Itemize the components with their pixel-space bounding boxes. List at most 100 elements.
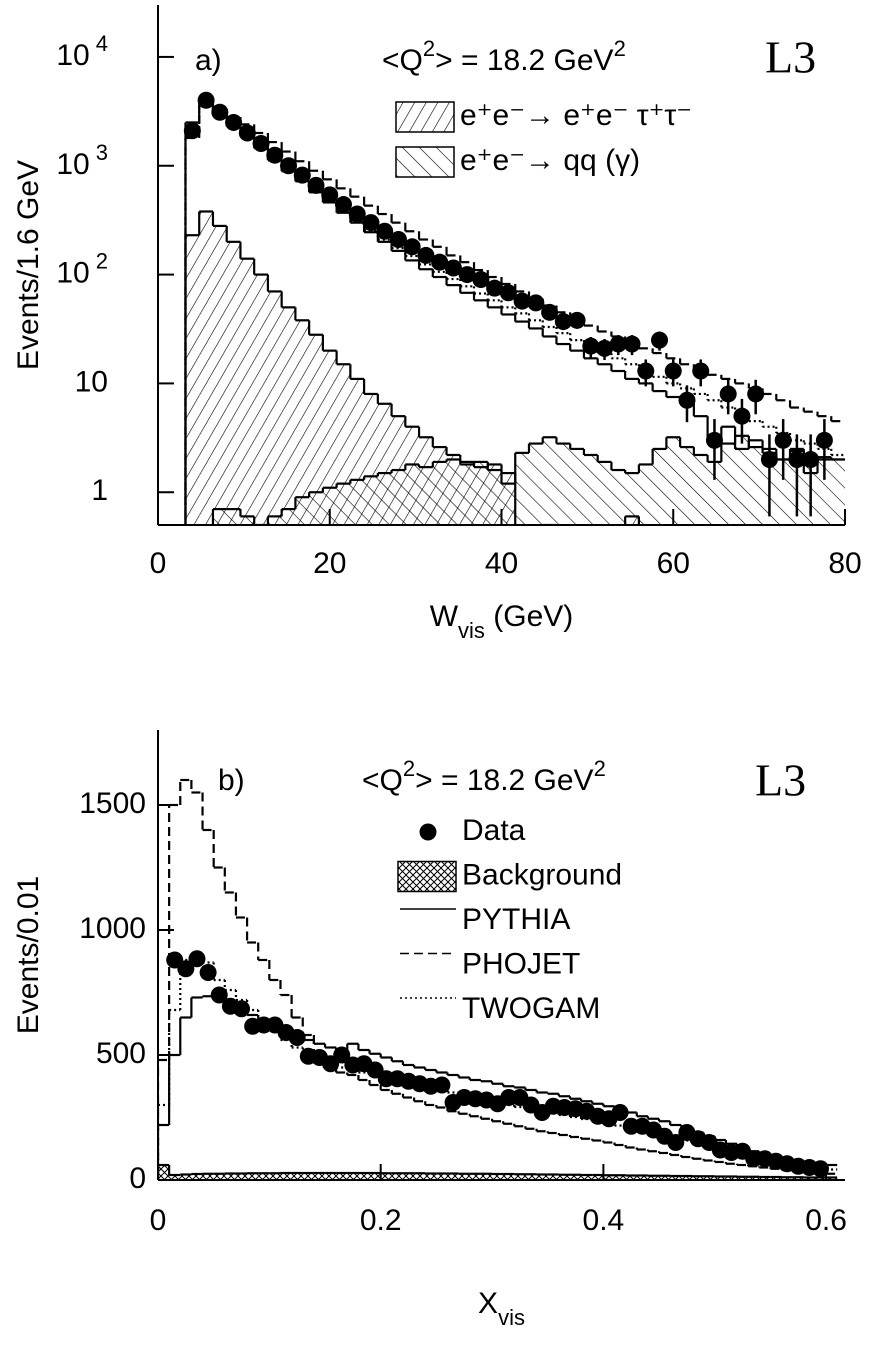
hatched-bin [419, 467, 433, 525]
hatched-bin [313, 1173, 326, 1180]
hatched-bin [267, 291, 282, 525]
annotation-text: > = 18.2 GeV [415, 764, 593, 797]
annotation-text: <Q [362, 764, 403, 797]
legend-label: Background [462, 858, 622, 891]
data-point [582, 337, 600, 355]
y-axis-label: Events/0.01 [12, 876, 45, 1034]
hatched-bin [480, 1173, 493, 1180]
data-point [513, 292, 531, 310]
hatched-bin [447, 1173, 459, 1180]
y-tick-label: 1 [91, 474, 108, 507]
label-subscript: vis [458, 618, 485, 643]
hatched-bin [681, 1176, 693, 1180]
superscript: 2 [614, 36, 626, 61]
histogram [211, 434, 845, 525]
hatched-bin [638, 464, 653, 525]
hatched-bin [226, 509, 241, 525]
legend-entry: e⁺e⁻→ e⁺e⁻ τ⁺τ⁻ [395, 99, 692, 133]
hatched-bin [647, 1175, 660, 1180]
hatched-bin [212, 509, 227, 525]
y-tick-label: 10 4 [56, 31, 108, 72]
label-main: W [430, 600, 459, 633]
hatched-bin [405, 464, 420, 525]
legend-entry: TWOGAM [400, 992, 600, 1025]
hatched-bin [212, 225, 227, 525]
legend-swatch [397, 860, 457, 893]
hatched-bin [581, 1175, 593, 1180]
data-point [199, 964, 217, 981]
data-point [812, 1160, 830, 1178]
y-tick-label: 0 [129, 1162, 146, 1195]
data-point [568, 311, 586, 329]
hatched-bin [781, 1177, 793, 1180]
annotation-text: <Q [382, 44, 423, 77]
hatched-bin [235, 1173, 248, 1180]
legend-swatch [395, 101, 455, 133]
hatched-bin [597, 461, 612, 525]
data-point [252, 135, 270, 153]
hatched-bin [469, 1173, 481, 1180]
data-point [362, 214, 380, 232]
hatched-bin [680, 447, 694, 525]
data-point [678, 391, 696, 409]
data-point [210, 986, 228, 1004]
data-point [651, 331, 669, 349]
legend-label: e⁺e⁻→ e⁺e⁻ τ⁺τ⁻ [460, 99, 692, 132]
tick-exponent: 2 [96, 248, 108, 273]
hatched-bin [281, 509, 296, 525]
legend-marker [419, 823, 437, 841]
data-point [486, 279, 504, 297]
data-point [664, 362, 682, 380]
legend-entry: Background [397, 858, 622, 893]
data-point [733, 407, 751, 425]
data-point [183, 122, 201, 140]
hatched-bin [425, 1173, 437, 1180]
hatched-bin [224, 1173, 236, 1180]
hatched-bin [458, 1173, 470, 1180]
hatched-bin [692, 1176, 704, 1180]
data-point [472, 271, 490, 289]
hatched-bin [369, 1173, 381, 1180]
hatched-bin [792, 1177, 804, 1180]
data-point [623, 335, 641, 353]
tick-base: 10 [56, 257, 89, 290]
hatched-bin [735, 435, 749, 525]
hatched-bin [770, 1177, 782, 1180]
hatched-bin [347, 1173, 359, 1180]
x-tick-label: 0.6 [805, 1204, 847, 1237]
x-tick-label: 40 [485, 547, 518, 580]
hatched-bin [226, 241, 241, 525]
hatched-bin [350, 479, 365, 525]
hatched-bin [503, 1174, 515, 1180]
data-point [280, 157, 298, 175]
data-point [211, 103, 229, 121]
label-main: X [478, 1287, 498, 1320]
tick-base: 10 [56, 39, 89, 72]
data-point [417, 246, 435, 264]
hatched-bin [536, 1174, 548, 1180]
superscript: 2 [423, 36, 435, 61]
data-point [774, 431, 792, 449]
legend-entry: PYTHIA [400, 903, 570, 936]
y-tick-label: 500 [96, 1037, 146, 1070]
data-point [705, 431, 723, 449]
label-subscript: vis [498, 1305, 525, 1330]
histogram [158, 1163, 838, 1180]
hatched-bin [803, 1177, 815, 1180]
hatched-bin [336, 483, 351, 525]
hatched-bin [199, 211, 213, 525]
y-axis-label: Events/1.6 GeV [12, 160, 45, 370]
data-point [433, 1076, 451, 1094]
hatched-bin [826, 1177, 838, 1180]
legend-entry: e⁺e⁻→ qq (γ) [395, 144, 640, 178]
legend-label: e⁺e⁻→ qq (γ) [460, 144, 640, 177]
hatched-bin [391, 1173, 403, 1180]
hatched-bin [336, 1173, 348, 1180]
hatched-bin [309, 492, 323, 525]
y-tick-label: 10 3 [56, 140, 108, 181]
hatched-bin [570, 448, 584, 525]
data-point [389, 231, 407, 249]
x-tick-label: 0 [150, 1204, 167, 1237]
data-point [348, 205, 366, 223]
